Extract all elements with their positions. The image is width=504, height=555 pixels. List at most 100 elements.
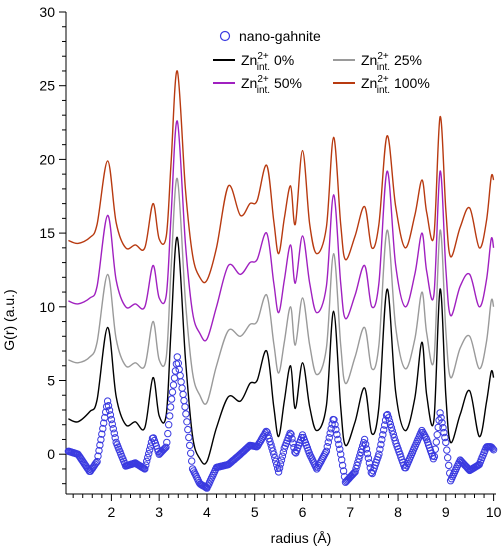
data-point (183, 418, 191, 426)
data-point (388, 427, 396, 435)
data-point (431, 445, 439, 453)
data-point (94, 452, 102, 460)
data-point (357, 448, 365, 457)
data-point (164, 429, 172, 438)
x-tick-label: 10 (486, 504, 502, 520)
data-point (169, 381, 178, 389)
data-point (98, 430, 106, 438)
data-point (100, 419, 108, 427)
data-point (104, 402, 113, 410)
data-point (327, 425, 335, 433)
data-point (432, 438, 440, 446)
data-point (107, 415, 116, 424)
data-point (145, 446, 154, 454)
legend-label-base: Zn (241, 75, 257, 91)
data-point (362, 445, 371, 453)
data-point (110, 429, 119, 437)
data-point (433, 431, 441, 439)
data-point (182, 410, 190, 418)
data-point (106, 411, 115, 419)
legend-label: Zn2+ int. 50% (241, 74, 302, 96)
data-point (386, 420, 395, 429)
data-point (489, 446, 498, 454)
x-tick-label: 7 (346, 504, 354, 520)
data-point (355, 455, 363, 463)
legend-label-sub: int. (377, 85, 390, 96)
data-point (437, 414, 445, 422)
data-point (277, 456, 286, 464)
legend-label-tail: 0% (270, 52, 294, 68)
legend-label: Zn2+ int. 25% (361, 51, 422, 73)
data-point (335, 440, 343, 449)
legend-label-tail: 25% (390, 52, 422, 68)
legend-label-base: Zn (361, 52, 377, 68)
legend-label-tail: 100% (390, 75, 430, 91)
data-point (103, 397, 112, 405)
data-point (421, 432, 429, 440)
data-point (488, 443, 496, 452)
data-point (176, 371, 184, 380)
data-point (384, 414, 393, 422)
data-point (361, 440, 370, 448)
data-point (389, 430, 397, 438)
legend-marker (219, 30, 231, 42)
data-point (325, 434, 333, 442)
data-point (339, 467, 348, 475)
legend-label-sub: int. (257, 62, 270, 73)
data-point (332, 425, 340, 434)
axes-layer: 0 5 10 15 20 25 30 2 3 4 5 6 7 8 9 10 (39, 4, 501, 520)
x-tick-label: 5 (251, 504, 259, 520)
data-point (358, 445, 366, 453)
x-tick-label: 3 (155, 504, 163, 520)
data-point (330, 416, 338, 424)
y-tick-label: 25 (39, 78, 55, 94)
data-point (376, 445, 384, 453)
data-point (337, 450, 345, 458)
data-point (92, 459, 100, 467)
y-tick-label: 10 (39, 299, 55, 315)
data-point (275, 464, 284, 472)
plot-frame (65, 12, 496, 495)
data-point (95, 446, 103, 455)
series-line (68, 177, 495, 405)
data-point (145, 450, 153, 458)
data-point (445, 461, 453, 470)
series-line (68, 236, 495, 465)
y-tick-label: 0 (47, 446, 55, 462)
data-point (385, 417, 394, 425)
data-point (271, 454, 279, 462)
data-point (360, 435, 369, 444)
data-point (322, 447, 331, 455)
data-point (279, 448, 288, 456)
data-point (93, 457, 101, 466)
data-point (96, 441, 104, 449)
data-point (442, 438, 450, 447)
data-point (351, 468, 359, 476)
y-tick-label: 30 (39, 4, 55, 20)
data-point (185, 433, 193, 442)
data-point (186, 441, 194, 450)
legend-label-base: Zn (241, 52, 257, 68)
data-point (181, 403, 189, 411)
data-point (269, 447, 277, 455)
legend-label-base: Zn (361, 75, 377, 91)
legend-label-sub: int. (377, 62, 390, 73)
legend-label: Zn2+ int. 100% (361, 74, 430, 96)
legend-item: Zn2+ int. 25% (333, 51, 422, 73)
data-point (144, 453, 152, 462)
data-point (350, 469, 358, 477)
data-point (160, 445, 168, 453)
data-point (489, 444, 497, 453)
data-point (108, 420, 117, 428)
data-point (97, 435, 105, 444)
data-point (441, 433, 449, 442)
legend-label-sup: 2+ (377, 51, 389, 62)
x-tick-label: 4 (203, 504, 211, 520)
data-point (328, 420, 336, 428)
data-point (188, 457, 196, 465)
data-point (353, 461, 361, 470)
legend-item: Zn2+ int. 50% (213, 74, 302, 96)
data-point (354, 458, 362, 466)
